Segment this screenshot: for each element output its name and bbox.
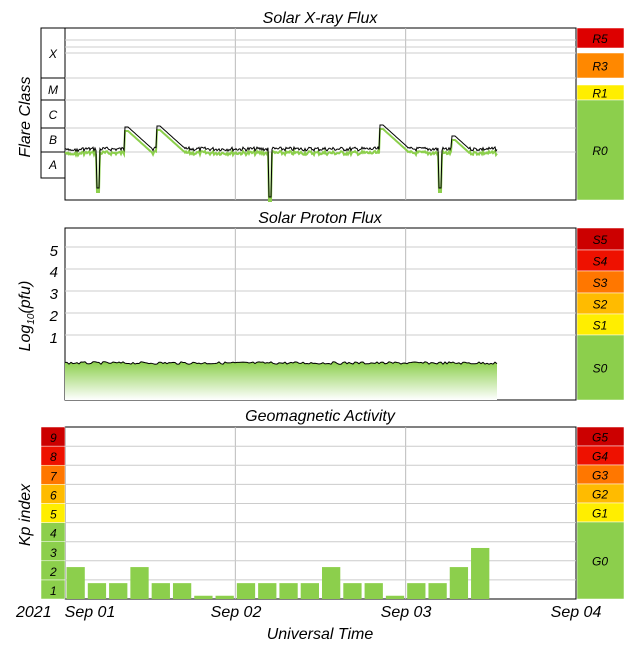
class-b-label: B (49, 133, 57, 147)
x-axis-label: Universal Time (267, 626, 374, 643)
scale-g-label-G5: G5 (592, 431, 608, 445)
kp-label-8: 8 (50, 450, 57, 464)
kp-label-9: 9 (50, 431, 57, 445)
kp-bar-0 (66, 567, 85, 599)
kp-bar-15 (385, 595, 405, 599)
geomag-title: Geomagnetic Activity (245, 408, 396, 425)
kp-bar-7 (215, 595, 234, 599)
kp-bar-5 (172, 583, 192, 599)
geomag-plot-frame (64, 426, 577, 600)
kp-bar-2 (109, 583, 128, 599)
kp-index-column: 1 2 3 4 5 6 7 8 9 (40, 426, 66, 600)
kp-bar-19 (471, 547, 490, 599)
xtick-sep02: Sep 02 (211, 604, 262, 621)
proton-flux-area (65, 361, 497, 400)
scale-s-label-S0: S0 (593, 362, 608, 376)
kp-bar-17 (428, 583, 447, 599)
scale-r-cell-0 (576, 27, 625, 49)
kp-bars (66, 547, 490, 599)
xray-long-channel-line (64, 128, 498, 202)
scale-r-cell-3 (576, 99, 625, 201)
scale-g-label-G3: G3 (592, 469, 608, 483)
proton-title: Solar Proton Flux (258, 210, 383, 227)
scale-r-label-R5: R5 (592, 32, 608, 46)
year-label: 2021 (15, 604, 52, 621)
scale-g-label-G2: G2 (592, 488, 608, 502)
xray-flux-series (64, 124, 498, 202)
proton-ylabel: Log10(pfu) (17, 281, 37, 352)
kp-bar-12 (322, 567, 341, 599)
kp-bar-9 (258, 583, 277, 599)
xray-plot-frame (64, 27, 577, 201)
ytick-2: 2 (49, 308, 59, 325)
ytick-3: 3 (50, 286, 59, 303)
proton-flux-series (65, 361, 498, 400)
kp-label-5: 5 (50, 508, 57, 522)
ytick-4: 4 (50, 264, 58, 281)
kp-bar-13 (343, 583, 362, 599)
class-c-label: C (49, 108, 58, 122)
geomag-ylabel: Kp index (17, 483, 34, 546)
xray-ylabel: Flare Class (17, 77, 34, 158)
class-a-label: A (48, 158, 57, 172)
kp-cell-9 (40, 426, 66, 447)
kp-label-7: 7 (50, 469, 58, 483)
xray-title: Solar X-ray Flux (263, 10, 379, 27)
scale-s-label-S5: S5 (593, 233, 608, 247)
xtick-sep04: Sep 04 (551, 604, 602, 621)
proton-ylabel-unit: (pfu) (17, 281, 34, 314)
kp-bar-16 (407, 583, 426, 599)
proton-ylabel-log: Log (17, 325, 34, 352)
scale-s-label-S3: S3 (593, 276, 608, 290)
class-x-label: X (48, 47, 58, 61)
scale-g-label-G1: G1 (592, 507, 608, 521)
kp-label-6: 6 (50, 488, 57, 502)
proton-flux-line (65, 361, 498, 365)
kp-bar-4 (151, 583, 170, 599)
xtick-sep03: Sep 03 (381, 604, 432, 621)
class-m-label: M (48, 83, 58, 97)
kp-label-4: 4 (50, 527, 57, 541)
scale-g-cell-5 (576, 521, 625, 600)
radio-blackout-scale: R5 R3 R1 R0 (576, 27, 625, 201)
kp-bar-8 (236, 583, 256, 599)
scale-s-label-S2: S2 (593, 298, 608, 312)
kp-bar-14 (364, 583, 383, 599)
scale-s-cell-5 (576, 334, 625, 401)
scale-s-label-S4: S4 (593, 255, 608, 269)
scale-g-label-G0: G0 (592, 555, 608, 569)
radiation-storm-scale: S5 S4 S3 S2 S1 S0 (576, 227, 625, 401)
proton-yticks: 1 2 3 4 5 (49, 243, 59, 347)
kp-bar-6 (194, 595, 213, 599)
kp-label-2: 2 (49, 565, 57, 579)
xtick-sep01: Sep 01 (65, 604, 116, 621)
geomagnetic-storm-scale: G5 G4 G3 G2 G1 G0 (576, 426, 625, 600)
kp-label-1: 1 (50, 584, 57, 598)
kp-label-3: 3 (50, 546, 57, 560)
proton-ylabel-sub: 10 (26, 313, 37, 325)
scale-r-label-R0: R0 (592, 144, 608, 158)
scale-r-label-R3: R3 (592, 60, 608, 74)
kp-bar-10 (279, 583, 298, 599)
kp-bar-3 (130, 567, 149, 599)
scale-r-cell-1 (576, 52, 625, 79)
scale-s-label-S1: S1 (593, 319, 608, 333)
scale-g-label-G4: G4 (592, 450, 608, 464)
kp-bar-18 (449, 567, 469, 599)
scale-r-label-R1: R1 (592, 87, 607, 101)
ytick-1: 1 (50, 330, 58, 347)
kp-bar-1 (87, 583, 107, 599)
xray-short-channel-line (64, 124, 498, 198)
kp-bar-11 (300, 583, 319, 599)
ytick-5: 5 (50, 243, 59, 260)
flare-class-column: X M C B A (40, 27, 66, 179)
